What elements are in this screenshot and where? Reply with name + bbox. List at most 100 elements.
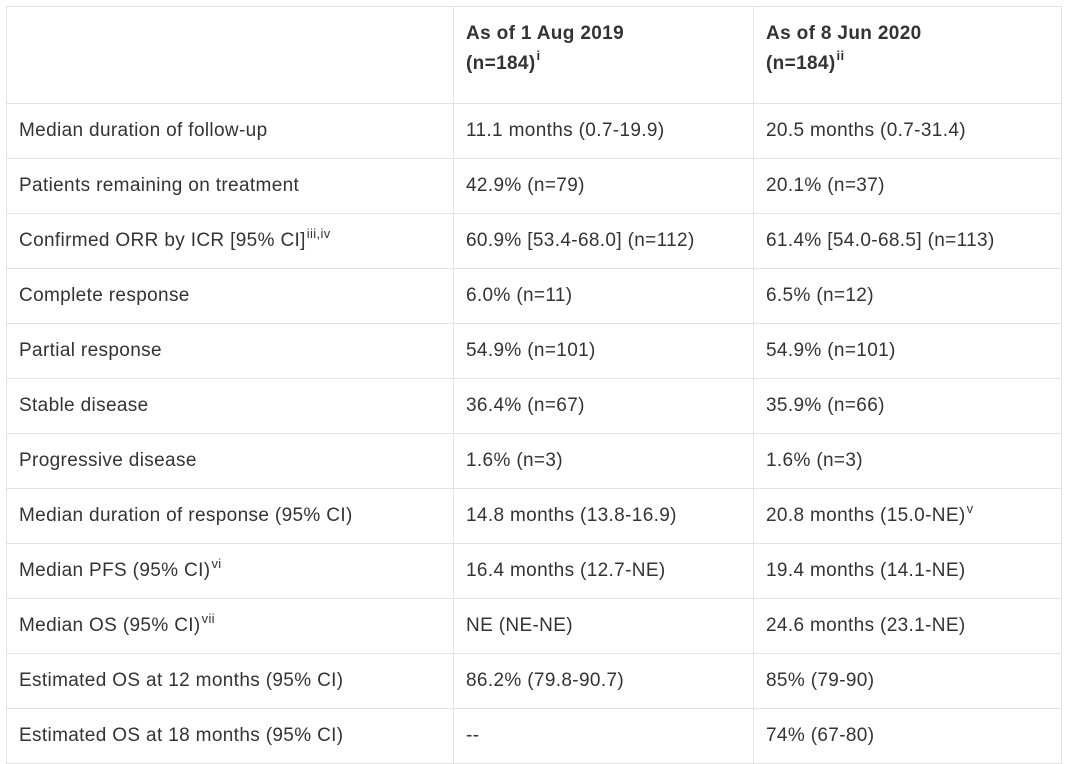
row-label-cell: Progressive disease xyxy=(6,433,454,489)
row-jun-2020-cell: 19.4 months (14.1-NE) xyxy=(753,543,1062,599)
header-aug-2019-date: As of 1 Aug 2019 xyxy=(466,23,624,44)
row-jun-2020-cell-text: 20.5 months (0.7-31.4) xyxy=(766,120,966,141)
table-row: Estimated OS at 12 months (95% CI) 86.2% … xyxy=(6,653,1062,709)
row-jun-2020-cell-text: 54.9% (n=101) xyxy=(766,340,896,361)
header-aug-2019: As of 1 Aug 2019 (n=184)i xyxy=(453,6,754,104)
row-label-cell: Stable disease xyxy=(6,378,454,434)
row-label-cell-text: Partial response xyxy=(19,340,162,361)
row-label-cell-text: Estimated OS at 12 months (95% CI) xyxy=(19,670,344,691)
row-aug-2019-cell: -- xyxy=(453,708,754,764)
row-label-cell-text: Progressive disease xyxy=(19,450,197,471)
efficacy-results-table: As of 1 Aug 2019 (n=184)i As of 8 Jun 202… xyxy=(6,6,1062,764)
row-jun-2020-cell-text: 61.4% [54.0-68.5] (n=113) xyxy=(766,230,995,251)
row-label-cell-text: Median OS (95% CI) xyxy=(19,615,201,636)
row-label-cell-text: Estimated OS at 18 months (95% CI) xyxy=(19,725,344,746)
table-row: Complete response 6.0% (n=11) 6.5% (n=12) xyxy=(6,268,1062,324)
row-aug-2019-cell: NE (NE-NE) xyxy=(453,598,754,654)
row-jun-2020-cell-text: 19.4 months (14.1-NE) xyxy=(766,560,966,581)
row-aug-2019-cell-text: 6.0% (n=11) xyxy=(466,285,573,306)
table-row: Median duration of follow-up 11.1 months … xyxy=(6,103,1062,159)
row-label-cell-text: Complete response xyxy=(19,285,190,306)
row-aug-2019-cell: 6.0% (n=11) xyxy=(453,268,754,324)
row-label-cell-text: Stable disease xyxy=(19,395,149,416)
table-row: Estimated OS at 18 months (95% CI) -- 74% … xyxy=(6,708,1062,764)
table-row: Confirmed ORR by ICR [95% CI]iii,iv 60.9%… xyxy=(6,213,1062,269)
row-aug-2019-cell: 16.4 months (12.7-NE) xyxy=(453,543,754,599)
row-aug-2019-cell-text: 54.9% (n=101) xyxy=(466,340,596,361)
row-aug-2019-cell: 36.4% (n=67) xyxy=(453,378,754,434)
table-row: Patients remaining on treatment 42.9% (n=… xyxy=(6,158,1062,214)
row-aug-2019-cell-text: 60.9% [53.4-68.0] (n=112) xyxy=(466,230,695,251)
table-row: Median duration of response (95% CI) 14.8… xyxy=(6,488,1062,544)
row-jun-2020-cell-text: 20.1% (n=37) xyxy=(766,175,885,196)
row-jun-2020-cell: 6.5% (n=12) xyxy=(753,268,1062,324)
header-jun-2020-n: (n=184) xyxy=(766,53,836,74)
header-empty-cell xyxy=(6,6,454,104)
table-body: Median duration of follow-up 11.1 months … xyxy=(6,103,1062,764)
row-aug-2019-cell-text: 16.4 months (12.7-NE) xyxy=(466,560,666,581)
row-jun-2020-cell: 20.1% (n=37) xyxy=(753,158,1062,214)
row-jun-2020-cell: 61.4% [54.0-68.5] (n=113) xyxy=(753,213,1062,269)
header-aug-2019-footnote: i xyxy=(536,48,541,63)
row-jun-2020-cell-text: 24.6 months (23.1-NE) xyxy=(766,615,966,636)
results-table-container: As of 1 Aug 2019 (n=184)i As of 8 Jun 202… xyxy=(6,6,1062,764)
row-jun-2020-cell-text: 35.9% (n=66) xyxy=(766,395,885,416)
row-jun-2020-cell-text: 6.5% (n=12) xyxy=(766,285,874,306)
row-label-cell-text: Patients remaining on treatment xyxy=(19,175,300,196)
row-label-cell-footnote: iii,iv xyxy=(306,226,331,241)
row-jun-2020-cell-text: 1.6% (n=3) xyxy=(766,450,863,471)
row-aug-2019-cell: 11.1 months (0.7-19.9) xyxy=(453,103,754,159)
header-jun-2020: As of 8 Jun 2020 (n=184)ii xyxy=(753,6,1062,104)
row-aug-2019-cell: 42.9% (n=79) xyxy=(453,158,754,214)
row-aug-2019-cell: 60.9% [53.4-68.0] (n=112) xyxy=(453,213,754,269)
row-label-cell-text: Median PFS (95% CI) xyxy=(19,560,211,581)
row-jun-2020-cell-text: 20.8 months (15.0-NE) xyxy=(766,505,966,526)
row-label-cell: Complete response xyxy=(6,268,454,324)
row-jun-2020-cell: 35.9% (n=66) xyxy=(753,378,1062,434)
row-aug-2019-cell: 14.8 months (13.8-16.9) xyxy=(453,488,754,544)
row-aug-2019-cell-text: 11.1 months (0.7-19.9) xyxy=(466,120,665,141)
row-aug-2019-cell: 86.2% (79.8-90.7) xyxy=(453,653,754,709)
row-label-cell: Partial response xyxy=(6,323,454,379)
row-label-cell-footnote: vi xyxy=(211,556,222,571)
table-row: Stable disease 36.4% (n=67) 35.9% (n=66) xyxy=(6,378,1062,434)
row-jun-2020-cell-text: 74% (67-80) xyxy=(766,725,875,746)
row-jun-2020-cell: 54.9% (n=101) xyxy=(753,323,1062,379)
row-label-cell: Estimated OS at 18 months (95% CI) xyxy=(6,708,454,764)
table-header-row: As of 1 Aug 2019 (n=184)i As of 8 Jun 202… xyxy=(6,6,1062,104)
row-label-cell: Patients remaining on treatment xyxy=(6,158,454,214)
row-jun-2020-cell: 74% (67-80) xyxy=(753,708,1062,764)
row-label-cell-footnote: vii xyxy=(201,611,215,626)
header-jun-2020-footnote: ii xyxy=(836,48,845,63)
row-label-cell-text: Median duration of response (95% CI) xyxy=(19,505,353,526)
row-label-cell: Median duration of response (95% CI) xyxy=(6,488,454,544)
table-row: Progressive disease 1.6% (n=3) 1.6% (n=3) xyxy=(6,433,1062,489)
row-aug-2019-cell-text: 1.6% (n=3) xyxy=(466,450,563,471)
row-label-cell-text: Confirmed ORR by ICR [95% CI] xyxy=(19,230,306,251)
row-label-cell: Median OS (95% CI)vii xyxy=(6,598,454,654)
row-label-cell: Median duration of follow-up xyxy=(6,103,454,159)
row-aug-2019-cell: 1.6% (n=3) xyxy=(453,433,754,489)
table-row: Median OS (95% CI)vii NE (NE-NE) 24.6 mont… xyxy=(6,598,1062,654)
row-aug-2019-cell-text: 42.9% (n=79) xyxy=(466,175,585,196)
row-jun-2020-cell: 20.5 months (0.7-31.4) xyxy=(753,103,1062,159)
row-jun-2020-cell: 1.6% (n=3) xyxy=(753,433,1062,489)
row-jun-2020-cell-text: 85% (79-90) xyxy=(766,670,875,691)
row-jun-2020-cell-footnote: v xyxy=(966,501,974,516)
row-aug-2019-cell-text: -- xyxy=(466,725,480,746)
table-row: Partial response 54.9% (n=101) 54.9% (n=10… xyxy=(6,323,1062,379)
row-label-cell: Estimated OS at 12 months (95% CI) xyxy=(6,653,454,709)
row-label-cell: Confirmed ORR by ICR [95% CI]iii,iv xyxy=(6,213,454,269)
row-label-cell-text: Median duration of follow-up xyxy=(19,120,268,141)
header-jun-2020-date: As of 8 Jun 2020 xyxy=(766,23,922,44)
row-jun-2020-cell: 20.8 months (15.0-NE)v xyxy=(753,488,1062,544)
row-aug-2019-cell-text: 14.8 months (13.8-16.9) xyxy=(466,505,677,526)
row-aug-2019-cell-text: NE (NE-NE) xyxy=(466,615,573,636)
row-jun-2020-cell: 24.6 months (23.1-NE) xyxy=(753,598,1062,654)
row-label-cell: Median PFS (95% CI)vi xyxy=(6,543,454,599)
row-jun-2020-cell: 85% (79-90) xyxy=(753,653,1062,709)
table-row: Median PFS (95% CI)vi 16.4 months (12.7-N… xyxy=(6,543,1062,599)
row-aug-2019-cell-text: 36.4% (n=67) xyxy=(466,395,585,416)
row-aug-2019-cell-text: 86.2% (79.8-90.7) xyxy=(466,670,625,691)
header-aug-2019-n: (n=184) xyxy=(466,53,536,74)
